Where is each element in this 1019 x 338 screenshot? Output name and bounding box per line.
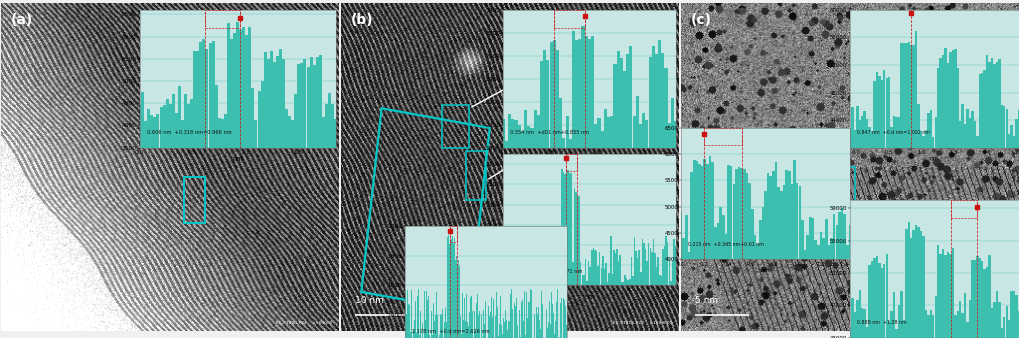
Text: (b): (b) (351, 13, 373, 27)
Bar (442, 105, 469, 148)
Text: (a): (a) (11, 13, 34, 27)
Text: EC-P1400-P24    ×500000: EC-P1400-P24 ×500000 (275, 321, 332, 325)
Text: 5 nm: 5 nm (694, 296, 717, 305)
Bar (887, 207, 910, 246)
Text: (c): (c) (691, 13, 711, 27)
Bar (792, 151, 814, 190)
Bar (833, 167, 854, 207)
Text: 5 nm: 5 nm (14, 296, 38, 305)
Text: EC-P1430-P33    ×800000: EC-P1430-P33 ×800000 (955, 321, 1011, 325)
Text: EC-P1415-P23    ×1500000: EC-P1415-P23 ×1500000 (612, 321, 672, 325)
Text: 10 nm: 10 nm (355, 296, 383, 305)
Bar (183, 177, 205, 223)
Bar (466, 151, 486, 200)
